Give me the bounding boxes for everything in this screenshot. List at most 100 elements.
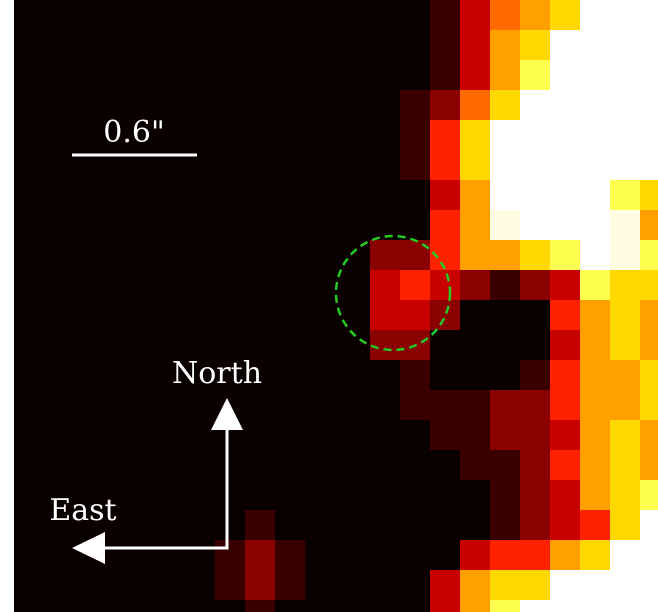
pixel: [580, 600, 610, 612]
pixel: [370, 240, 400, 270]
pixel: [640, 510, 658, 540]
pixel: [640, 390, 658, 420]
pixel: [520, 420, 550, 450]
pixel: [580, 300, 610, 330]
pixel: [550, 390, 580, 420]
pixel: [520, 120, 550, 150]
pixel: [430, 90, 460, 120]
pixel: [610, 300, 640, 330]
pixel: [520, 180, 550, 210]
scale-label: 0.6": [103, 115, 165, 150]
pixel: [490, 30, 520, 60]
pixel: [215, 540, 245, 570]
pixel: [490, 90, 520, 120]
pixel: [490, 570, 520, 600]
pixel: [370, 270, 400, 300]
pixel: [245, 600, 275, 612]
pixel: [460, 450, 490, 480]
pixel: [640, 540, 658, 570]
pixel: [460, 120, 490, 150]
pixel: [640, 360, 658, 390]
pixel: [610, 450, 640, 480]
pixel: [580, 360, 610, 390]
pixel: [520, 510, 550, 540]
pixel: [430, 180, 460, 210]
pixel: [520, 540, 550, 570]
pixel: [580, 210, 610, 240]
pixel: [460, 60, 490, 90]
pixel: [610, 0, 640, 30]
pixel: [610, 60, 640, 90]
pixel: [275, 570, 305, 600]
pixel: [490, 210, 520, 240]
pixel: [490, 270, 520, 300]
pixel: [400, 390, 430, 420]
pixel: [430, 390, 460, 420]
pixel: [640, 210, 658, 240]
pixel: [520, 240, 550, 270]
pixel: [370, 300, 400, 330]
pixel: [460, 270, 490, 300]
pixel: [640, 60, 658, 90]
pixel: [640, 0, 658, 30]
pixel: [640, 30, 658, 60]
pixel: [640, 600, 658, 612]
pixel: [245, 570, 275, 600]
pixel: [460, 0, 490, 30]
pixel: [460, 30, 490, 60]
pixel: [640, 90, 658, 120]
pixel: [490, 390, 520, 420]
pixel: [550, 450, 580, 480]
pixel: [580, 180, 610, 210]
pixel: [520, 570, 550, 600]
pixel: [550, 0, 580, 30]
pixel: [580, 480, 610, 510]
pixel: [610, 180, 640, 210]
pixel: [550, 420, 580, 450]
pixel: [490, 150, 520, 180]
pixel: [490, 180, 520, 210]
pixel: [550, 240, 580, 270]
pixel: [610, 600, 640, 612]
pixel: [550, 330, 580, 360]
pixel: [610, 390, 640, 420]
pixel: [370, 330, 400, 360]
pixel: [640, 300, 658, 330]
pixel: [400, 240, 430, 270]
pixel: [550, 30, 580, 60]
pixel: [460, 420, 490, 450]
pixel: [640, 480, 658, 510]
pixel: [490, 510, 520, 540]
pixel: [580, 120, 610, 150]
pixel: [460, 390, 490, 420]
pixel: [520, 360, 550, 390]
pixel: [520, 60, 550, 90]
pixel: [400, 270, 430, 300]
pixel: [580, 420, 610, 450]
east-label: East: [49, 493, 116, 528]
pixel: [580, 540, 610, 570]
pixel: [550, 360, 580, 390]
pixel: [550, 510, 580, 540]
pixel: [400, 360, 430, 390]
pixel: [640, 420, 658, 450]
pixel: [490, 450, 520, 480]
pixel: [460, 150, 490, 180]
pixel: [430, 270, 460, 300]
pixel: [640, 570, 658, 600]
pixel: [550, 300, 580, 330]
pixel: [610, 510, 640, 540]
pixel: [490, 120, 520, 150]
pixel: [215, 570, 245, 600]
pixel: [520, 150, 550, 180]
pixel: [640, 450, 658, 480]
pixel: [430, 570, 460, 600]
pixel: [245, 540, 275, 570]
pixel: [550, 90, 580, 120]
pixel: [490, 540, 520, 570]
pixel: [610, 240, 640, 270]
pixel: [610, 480, 640, 510]
pixel: [550, 120, 580, 150]
pixel: [580, 150, 610, 180]
pixel: [550, 570, 580, 600]
